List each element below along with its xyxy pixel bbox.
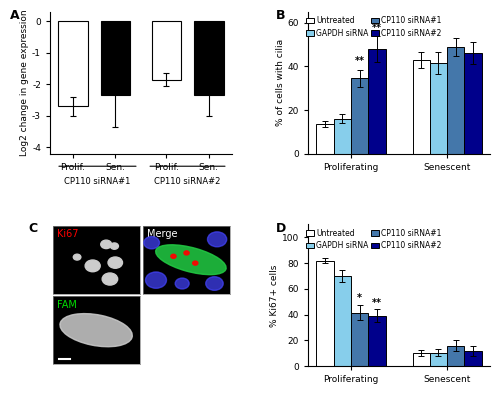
Circle shape <box>208 232 227 247</box>
Text: B: B <box>276 9 285 22</box>
Bar <box>152 21 181 80</box>
Circle shape <box>184 251 189 255</box>
Circle shape <box>101 240 112 249</box>
Bar <box>100 21 130 96</box>
Text: Merge: Merge <box>148 229 178 239</box>
Text: FAM: FAM <box>57 300 76 310</box>
Bar <box>368 49 386 154</box>
Bar <box>316 124 334 154</box>
Bar <box>58 21 88 106</box>
Bar <box>368 316 386 366</box>
Circle shape <box>108 257 122 268</box>
Text: **: ** <box>372 23 382 33</box>
Text: *: * <box>357 293 362 303</box>
Ellipse shape <box>60 314 132 347</box>
Y-axis label: % Ki67+ cells: % Ki67+ cells <box>270 264 279 326</box>
Text: **: ** <box>354 57 364 66</box>
Text: D: D <box>276 222 285 235</box>
Bar <box>447 47 464 154</box>
Text: Ki67: Ki67 <box>57 229 78 239</box>
Circle shape <box>192 261 198 265</box>
Circle shape <box>175 278 189 289</box>
Circle shape <box>171 254 176 258</box>
Bar <box>412 353 430 366</box>
Text: A: A <box>10 9 20 22</box>
Text: CP110 siRNA#1: CP110 siRNA#1 <box>64 177 130 186</box>
Legend: Untreated, GAPDH siRNA, CP110 siRNA#1, CP110 siRNA#2: Untreated, GAPDH siRNA, CP110 siRNA#1, C… <box>303 13 444 41</box>
Bar <box>351 313 368 366</box>
Circle shape <box>146 272 167 288</box>
Circle shape <box>110 243 118 249</box>
Circle shape <box>74 254 81 260</box>
Circle shape <box>85 260 100 272</box>
Bar <box>334 119 351 154</box>
Ellipse shape <box>156 245 226 275</box>
Bar <box>316 261 334 366</box>
Bar <box>351 78 368 154</box>
Bar <box>430 353 447 366</box>
Bar <box>194 21 224 96</box>
Y-axis label: % of cells with cilia: % of cells with cilia <box>276 39 285 126</box>
Bar <box>464 351 481 366</box>
Bar <box>334 276 351 366</box>
Text: **: ** <box>372 298 382 308</box>
Circle shape <box>102 273 118 285</box>
Text: C: C <box>28 222 38 235</box>
Bar <box>447 345 464 366</box>
Circle shape <box>144 236 160 249</box>
Bar <box>430 63 447 154</box>
Bar <box>464 53 481 154</box>
Y-axis label: Log2 change in gene expression: Log2 change in gene expression <box>20 10 29 156</box>
Circle shape <box>206 277 223 290</box>
Bar <box>412 60 430 154</box>
Legend: Untreated, GAPDH siRNA, CP110 siRNA#1, CP110 siRNA#2: Untreated, GAPDH siRNA, CP110 siRNA#1, C… <box>303 225 444 254</box>
Text: CP110 siRNA#2: CP110 siRNA#2 <box>154 177 220 186</box>
